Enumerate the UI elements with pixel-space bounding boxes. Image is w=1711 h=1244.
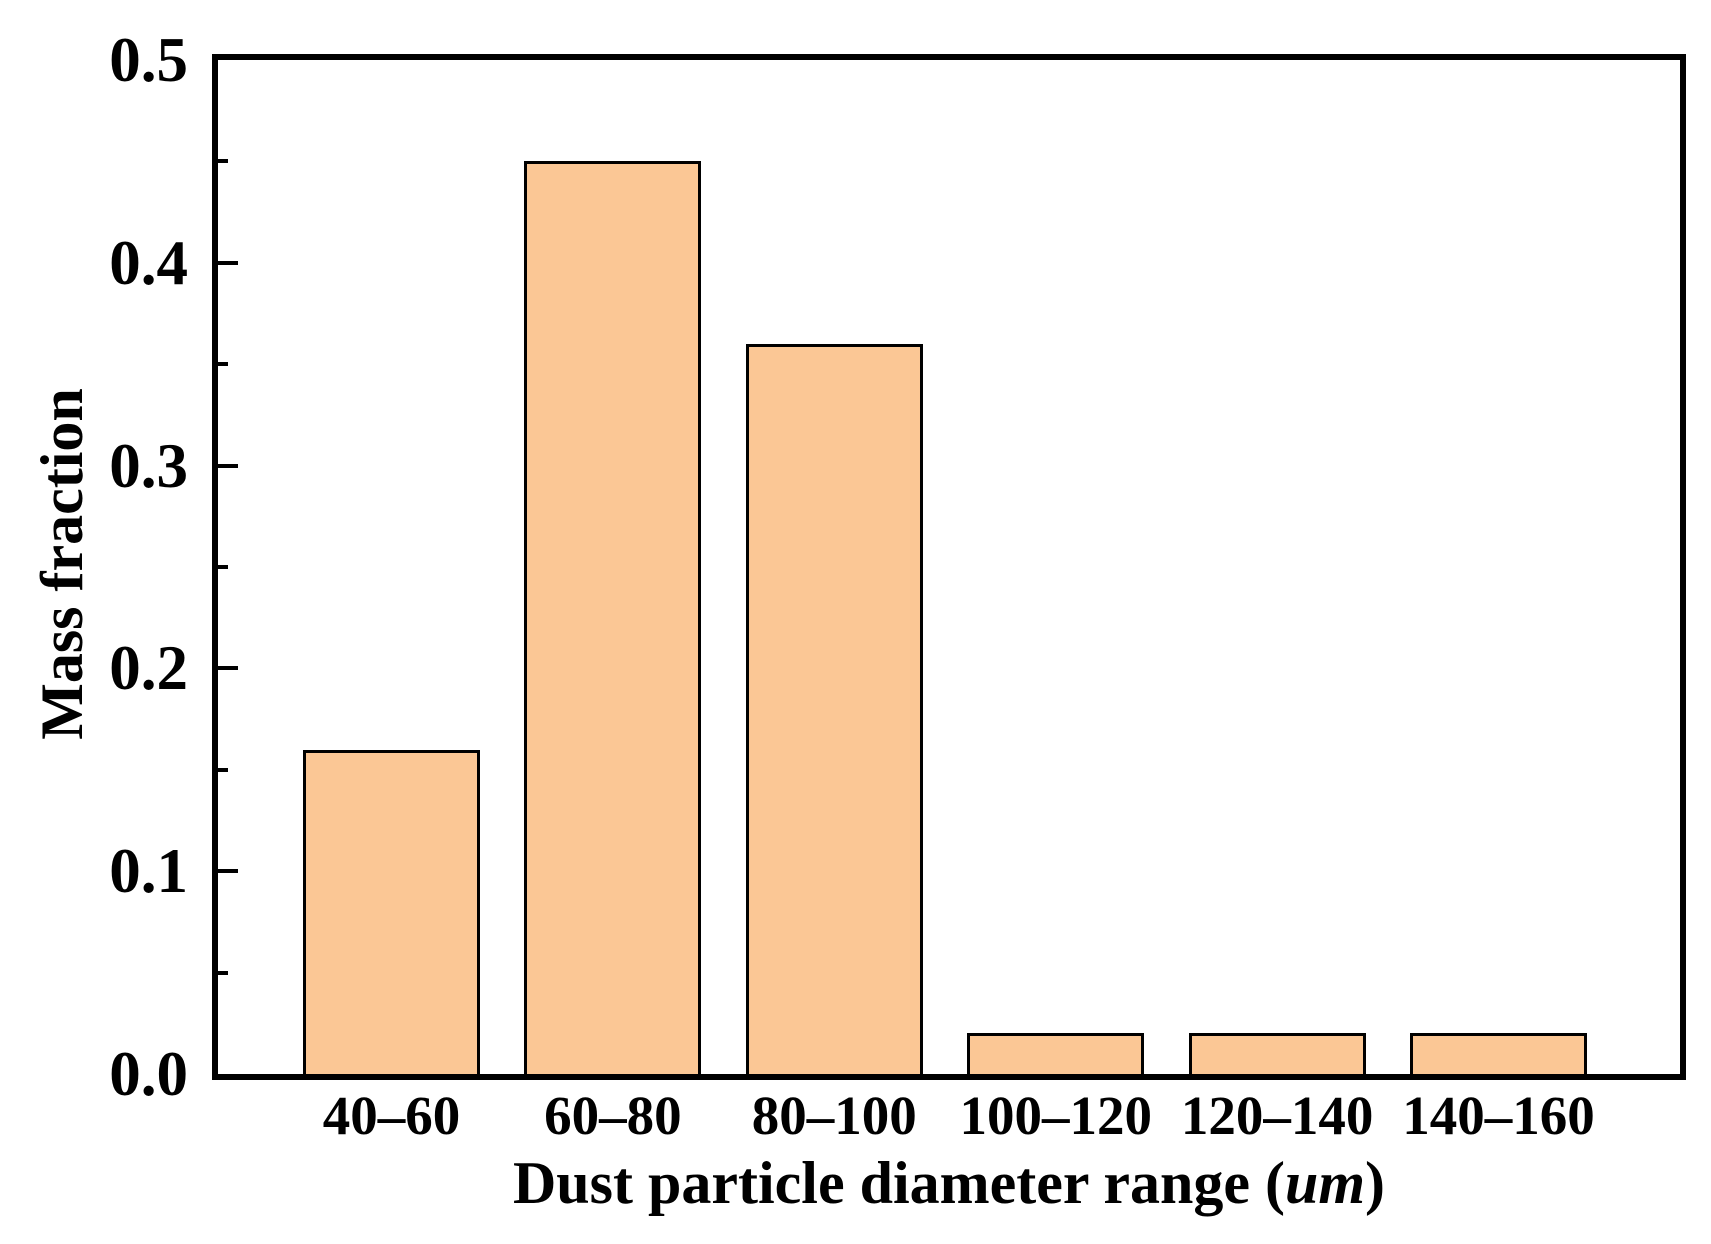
- bar-80–100: [745, 343, 923, 1074]
- x-axis-title-text: Dust particle diameter range (: [512, 1150, 1285, 1216]
- y-minor-tick: [218, 565, 228, 569]
- bar-140–160: [1410, 1033, 1587, 1074]
- x-tick-label-80–100: 80–100: [751, 1085, 917, 1146]
- bar-60–80: [524, 161, 702, 1074]
- y-minor-tick: [218, 970, 228, 975]
- y-minor-tick: [218, 159, 228, 164]
- bar-100–120: [967, 1033, 1145, 1074]
- y-major-tick: [218, 869, 238, 874]
- x-tick-label-100–120: 100–120: [959, 1085, 1152, 1146]
- y-tick-label-0.5: 0.5: [109, 25, 188, 95]
- y-major-tick: [218, 463, 238, 468]
- y-major-tick: [218, 260, 238, 265]
- x-axis-title-unit: um: [1285, 1150, 1366, 1216]
- x-tick-label-40–60: 40–60: [322, 1085, 461, 1146]
- y-tick-label-0.3: 0.3: [109, 430, 188, 501]
- y-tick-label-0.2: 0.2: [109, 633, 188, 704]
- bar-120–140: [1188, 1033, 1366, 1074]
- y-major-tick: [218, 666, 238, 671]
- y-tick-label-0.1: 0.1: [109, 836, 188, 907]
- x-axis-title-close: ): [1365, 1150, 1386, 1216]
- y-minor-tick: [218, 362, 228, 367]
- x-axis-title: Dust particle diameter range (um): [218, 1150, 1680, 1216]
- x-tick-label-60–80: 60–80: [544, 1085, 682, 1146]
- x-tick-label-120–140: 120–140: [1180, 1085, 1374, 1146]
- x-tick-label-140–160: 140–160: [1402, 1085, 1595, 1146]
- y-tick-label-0.0: 0.0: [109, 1039, 188, 1109]
- y-minor-tick: [218, 767, 228, 772]
- plot-area: [212, 54, 1686, 1080]
- bar-40–60: [303, 749, 480, 1074]
- y-tick-label-0.4: 0.4: [109, 227, 188, 298]
